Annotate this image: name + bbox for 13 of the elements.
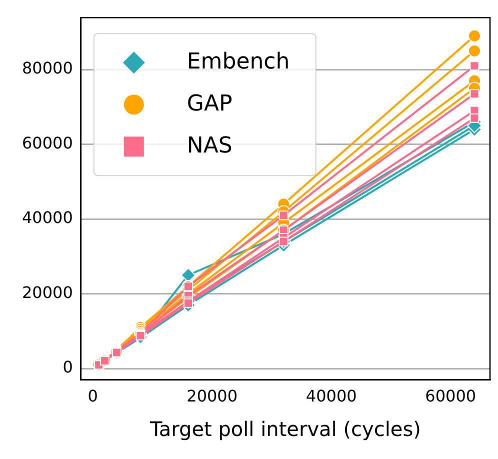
x-tick-label: 40000 (306, 386, 357, 406)
y-tick-label: 40000 (22, 208, 73, 228)
x-axis-title: Target poll interval (cycles) (148, 417, 421, 442)
legend-label: GAP (186, 91, 232, 116)
legend-label: Embench (186, 49, 290, 74)
legend-label: NAS (186, 133, 232, 158)
x-tick-label: 60000 (425, 386, 476, 406)
y-tick-label: 60000 (22, 133, 73, 152)
y-tick-label: 20000 (22, 282, 73, 302)
y-tick-label: 80000 (22, 58, 73, 78)
x-tick-label: 0 (88, 386, 98, 406)
x-tick-label: 20000 (186, 386, 238, 406)
y-tick-label: 0 (62, 358, 73, 377)
